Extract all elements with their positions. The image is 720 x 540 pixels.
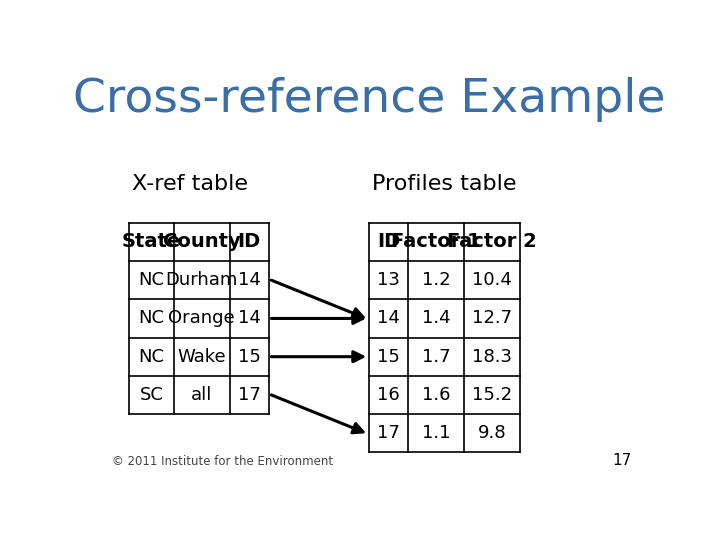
Text: 1.6: 1.6 bbox=[422, 386, 450, 404]
Text: 18.3: 18.3 bbox=[472, 348, 512, 366]
Text: NC: NC bbox=[138, 348, 164, 366]
Text: State: State bbox=[122, 232, 181, 252]
Text: 14: 14 bbox=[238, 309, 261, 327]
Text: 1.1: 1.1 bbox=[422, 424, 450, 442]
Text: 14: 14 bbox=[377, 309, 400, 327]
Text: 9.8: 9.8 bbox=[477, 424, 506, 442]
Text: © 2011 Institute for the Environment: © 2011 Institute for the Environment bbox=[112, 455, 333, 468]
Text: 1.2: 1.2 bbox=[422, 271, 450, 289]
Text: County: County bbox=[163, 232, 240, 252]
Text: NC: NC bbox=[138, 271, 164, 289]
Text: Cross-reference Example: Cross-reference Example bbox=[73, 77, 665, 122]
Text: X-ref table: X-ref table bbox=[132, 174, 248, 194]
Text: Profiles table: Profiles table bbox=[372, 174, 516, 194]
Text: 12.7: 12.7 bbox=[472, 309, 512, 327]
Text: 17: 17 bbox=[612, 453, 631, 468]
Text: all: all bbox=[191, 386, 212, 404]
Text: Factor 1: Factor 1 bbox=[391, 232, 481, 252]
Text: SC: SC bbox=[140, 386, 163, 404]
Text: 14: 14 bbox=[238, 271, 261, 289]
Text: ID: ID bbox=[377, 232, 400, 252]
Text: 15.2: 15.2 bbox=[472, 386, 512, 404]
Text: 10.4: 10.4 bbox=[472, 271, 512, 289]
Text: 17: 17 bbox=[238, 386, 261, 404]
Text: 13: 13 bbox=[377, 271, 400, 289]
Text: 15: 15 bbox=[238, 348, 261, 366]
Text: Wake: Wake bbox=[177, 348, 226, 366]
Text: NC: NC bbox=[138, 309, 164, 327]
Text: 15: 15 bbox=[377, 348, 400, 366]
Text: 1.7: 1.7 bbox=[422, 348, 450, 366]
Text: Orange: Orange bbox=[168, 309, 235, 327]
Text: Factor 2: Factor 2 bbox=[447, 232, 536, 252]
Text: Durham: Durham bbox=[166, 271, 238, 289]
Text: 1.4: 1.4 bbox=[422, 309, 450, 327]
Text: ID: ID bbox=[238, 232, 261, 252]
Text: 17: 17 bbox=[377, 424, 400, 442]
Text: 16: 16 bbox=[377, 386, 400, 404]
